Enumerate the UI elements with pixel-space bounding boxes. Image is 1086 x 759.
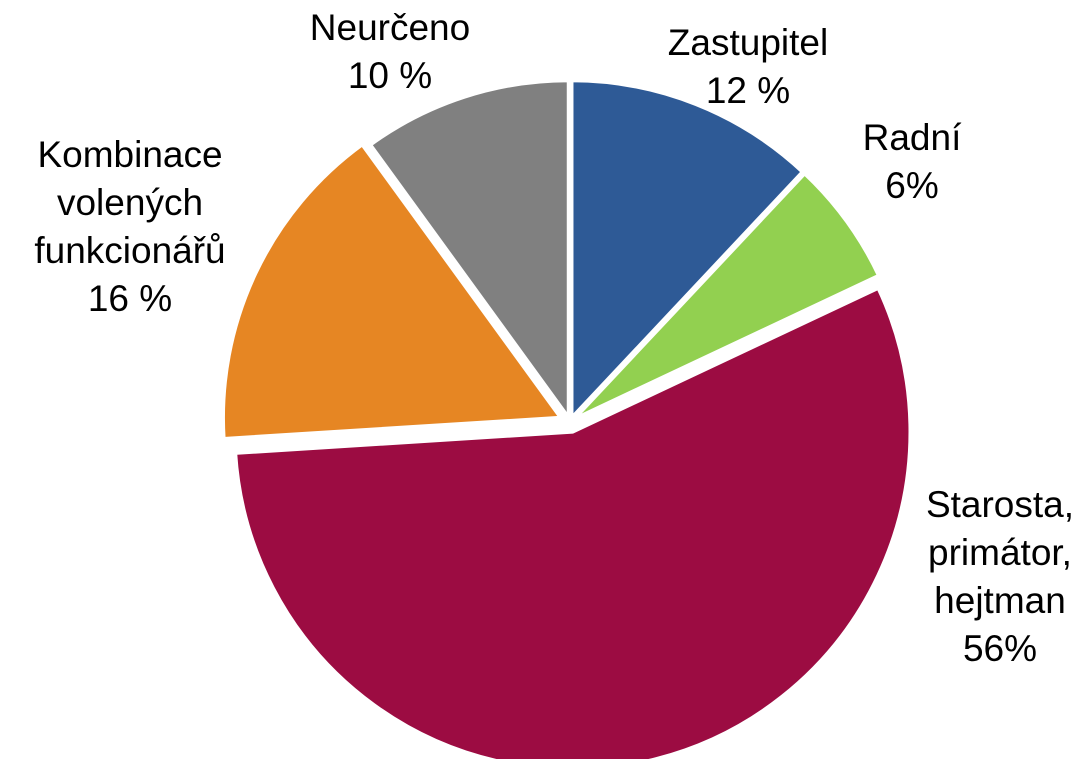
label-line: primátor,: [928, 532, 1072, 573]
pie-slice: [569, 78, 806, 424]
label-line: Kombinace: [37, 134, 222, 175]
label-line: Radní: [863, 117, 962, 158]
pie-slice: [233, 285, 913, 759]
value-label: 16 %: [88, 278, 172, 319]
label-line: Neurčeno: [310, 7, 470, 48]
value-label: 10 %: [348, 55, 432, 96]
label-line: Zastupitel: [668, 22, 828, 63]
slice-label: Zastupitel: [668, 22, 828, 63]
slice-label: Neurčeno: [310, 7, 470, 48]
slice-label: Kombinace volených funkcionářů: [34, 134, 225, 271]
slice-label: Radní: [863, 117, 962, 158]
label-line: hejtman: [934, 580, 1066, 621]
pie-slice: [571, 170, 882, 422]
value-label: 6%: [885, 165, 938, 206]
slice-label: Starosta, primátor, hejtman: [926, 484, 1074, 621]
label-line: funkcionářů: [34, 230, 225, 271]
value-label: 12 %: [706, 70, 790, 111]
value-label: 56%: [963, 628, 1037, 669]
label-line: Starosta,: [926, 484, 1074, 525]
pie-slice: [367, 78, 571, 425]
label-line: volených: [57, 182, 203, 223]
pie-slice: [221, 141, 565, 442]
